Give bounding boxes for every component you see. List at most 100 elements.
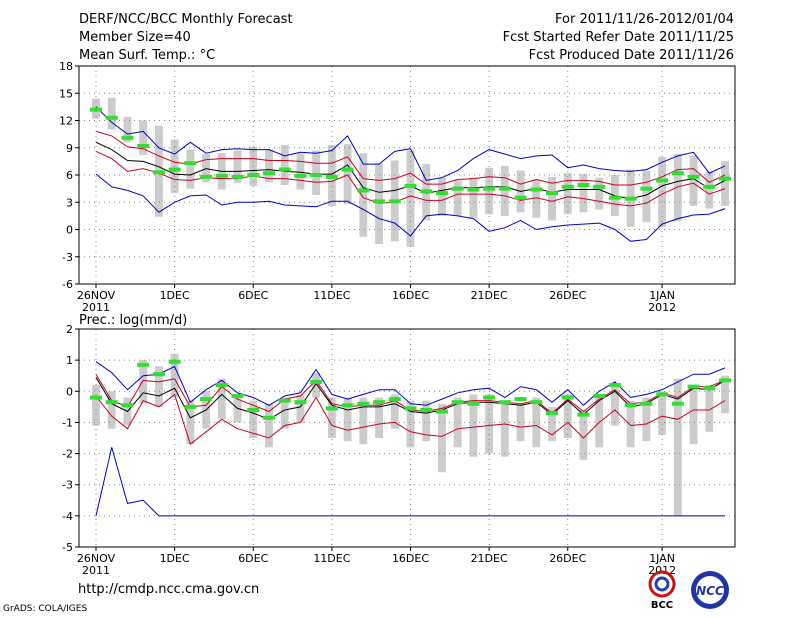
y-tick-label: 2	[66, 323, 73, 336]
y-tick-label: -5	[62, 541, 73, 554]
spread-bar	[438, 403, 446, 473]
spread-bar	[673, 154, 682, 222]
series-line-mean	[95, 377, 726, 420]
x-tick-label: 1JAN	[649, 289, 675, 302]
spread-bar	[500, 400, 509, 457]
spread-bar	[579, 409, 588, 460]
y-tick-label: -4	[62, 510, 73, 523]
member-size-label: Member Size=40	[79, 30, 191, 45]
x-tick-label: 11DEC	[313, 552, 350, 565]
bcc-logo-text: BCC	[651, 600, 673, 611]
x-tick-label: 1DEC	[160, 289, 190, 302]
x-tick-label: 26NOV	[77, 552, 116, 565]
x-tick-year-label: 2012	[648, 301, 676, 314]
spread-bar	[642, 170, 651, 223]
plot-frame	[78, 328, 736, 548]
spread-bar	[359, 153, 368, 237]
y-tick-label: 18	[59, 60, 73, 73]
y-tick-label: -3	[62, 251, 73, 264]
y-tick-label: -2	[62, 448, 73, 461]
precip-variable-label: Prec.: log(mm/d)	[79, 313, 187, 328]
forecast-produced-date: Fcst Produced Date 2011/11/26	[528, 48, 734, 63]
spread-bar	[107, 391, 116, 429]
y-tick-label: -6	[62, 278, 73, 291]
series-line-min	[95, 447, 725, 517]
series-line-min	[95, 173, 726, 242]
spread-bar	[532, 397, 541, 448]
forecast-started-date: Fcst Started Refer Date 2011/11/25	[502, 30, 734, 45]
spread-bar	[705, 171, 714, 209]
spread-bar	[107, 97, 116, 130]
x-tick-label: 1DEC	[160, 552, 190, 565]
spread-bar	[217, 378, 226, 420]
spread-bar	[721, 161, 729, 206]
spread-bar	[516, 403, 525, 442]
spread-bar	[139, 120, 148, 156]
spread-bar	[92, 385, 100, 426]
spread-bar	[170, 353, 179, 398]
spread-bar	[563, 173, 572, 215]
spread-bar	[658, 391, 667, 435]
spread-bar	[689, 385, 698, 445]
x-tick-label: 26NOV	[77, 289, 116, 302]
spread-bar	[406, 150, 415, 247]
spread-bar	[532, 179, 541, 218]
x-tick-label: 26DEC	[549, 552, 586, 565]
spread-bar	[154, 366, 163, 407]
x-tick-label: 16DEC	[392, 552, 429, 565]
ncc-logo-text: NCC	[696, 584, 724, 598]
ncc-logo: NCC	[691, 571, 729, 609]
series-line-lower	[95, 393, 726, 446]
spread-bar	[548, 406, 556, 442]
y-tick-label: 0	[66, 224, 73, 237]
series-line-max	[95, 106, 726, 181]
spread-bar	[233, 150, 242, 184]
spread-bar	[390, 394, 399, 429]
y-tick-label: 0	[66, 385, 73, 398]
spread-bar	[548, 176, 556, 221]
spread-bar	[422, 400, 431, 442]
chart-title: DERF/NCC/BCC Monthly Forecast	[79, 12, 293, 27]
spread-bar	[453, 397, 462, 448]
spread-bar	[673, 378, 682, 516]
spread-bar	[642, 397, 651, 442]
spread-bar	[705, 385, 714, 432]
source-url[interactable]: http://cmdp.ncc.cma.gov.cn	[78, 582, 260, 597]
spread-bar	[265, 403, 273, 448]
spread-bar	[563, 394, 572, 438]
spread-bar	[453, 180, 462, 216]
spread-bar	[280, 145, 289, 185]
spread-bar	[406, 400, 415, 448]
y-tick-label: 6	[66, 169, 73, 182]
series-line-upper	[95, 130, 726, 186]
spread-bar	[343, 397, 352, 442]
spread-bar	[469, 177, 478, 218]
y-tick-label: 1	[66, 354, 73, 367]
x-tick-year-label: 2011	[82, 301, 110, 314]
x-tick-label: 6DEC	[238, 289, 268, 302]
spread-bar	[312, 150, 321, 195]
spread-bar	[359, 397, 368, 445]
spread-bar	[469, 394, 478, 457]
spread-bar	[579, 174, 588, 213]
x-tick-label: 1JAN	[649, 552, 675, 565]
spread-bar	[595, 177, 604, 210]
y-tick-label: 15	[59, 87, 73, 100]
spread-bar	[689, 155, 698, 206]
variable-label: Mean Surf. Temp.: °C	[79, 48, 216, 63]
spread-bar	[123, 116, 132, 143]
x-tick-label: 6DEC	[238, 552, 268, 565]
x-tick-label: 21DEC	[471, 552, 508, 565]
x-tick-year-label: 2011	[82, 564, 110, 577]
spread-bar	[296, 153, 305, 190]
spread-bar	[186, 149, 195, 189]
spread-bar	[233, 397, 242, 423]
spread-bar	[485, 394, 494, 454]
spread-bar	[485, 167, 494, 215]
grads-credit: GrADS: COLA/IGES	[3, 604, 88, 614]
spread-bar	[375, 397, 383, 438]
spread-bar	[280, 397, 289, 429]
spread-bar	[438, 177, 446, 216]
